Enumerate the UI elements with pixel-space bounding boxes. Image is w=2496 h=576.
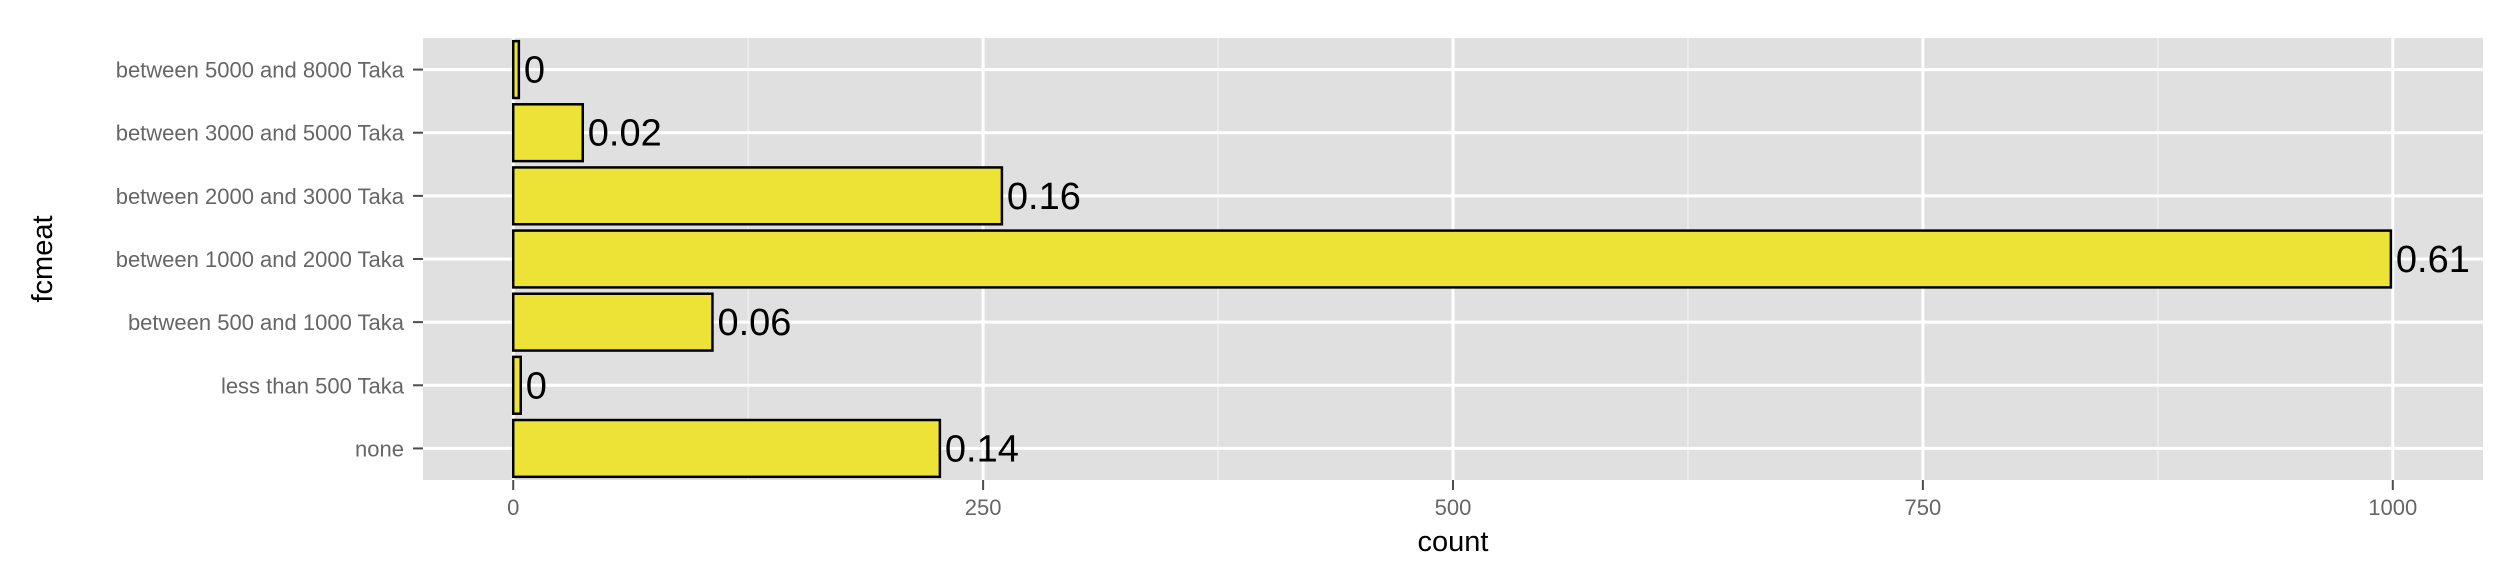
y-tick-label: between 1000 and 2000 Taka — [116, 247, 405, 272]
y-tick-label: between 3000 and 5000 Taka — [116, 121, 405, 146]
bar-value-label: 0.61 — [2396, 239, 2470, 281]
x-axis: 0 250 500 750 1000 — [507, 480, 2417, 520]
x-axis-title: count — [1418, 526, 1489, 558]
bar — [511, 39, 521, 100]
bars — [511, 39, 2393, 479]
bar-value-label: 0 — [526, 365, 547, 407]
x-tick-label: 750 — [1905, 495, 1942, 520]
y-tick-label: less than 500 Taka — [221, 373, 405, 398]
y-axis-title: fcmeat — [27, 215, 59, 302]
bar — [511, 166, 1004, 226]
bar-value-label: 0.02 — [588, 113, 662, 155]
bar-value-label: 0.16 — [1007, 176, 1081, 218]
bar — [511, 103, 585, 163]
y-tick-label: none — [355, 436, 404, 461]
bar — [511, 292, 714, 352]
y-tick-label: between 2000 and 3000 Taka — [116, 184, 405, 209]
y-tick-label: between 5000 and 8000 Taka — [116, 58, 405, 83]
bar-value-label: 0.06 — [717, 302, 791, 344]
bar — [511, 229, 2393, 289]
bar — [511, 418, 942, 479]
y-axis: none less than 500 Taka between 500 and 10… — [116, 58, 423, 461]
bar — [511, 355, 522, 415]
bar-value-label: 0 — [524, 50, 545, 92]
x-tick-label: 1000 — [2368, 495, 2417, 520]
y-tick-label: between 500 and 1000 Taka — [128, 310, 405, 335]
x-tick-label: 250 — [965, 495, 1002, 520]
x-tick-label: 0 — [507, 495, 519, 520]
x-tick-label: 500 — [1435, 495, 1472, 520]
data-labels: 0.14 0 0.06 0.61 0.16 0.02 0 — [524, 50, 2470, 471]
grid — [423, 38, 2483, 480]
bar-value-label: 0.14 — [945, 428, 1019, 470]
